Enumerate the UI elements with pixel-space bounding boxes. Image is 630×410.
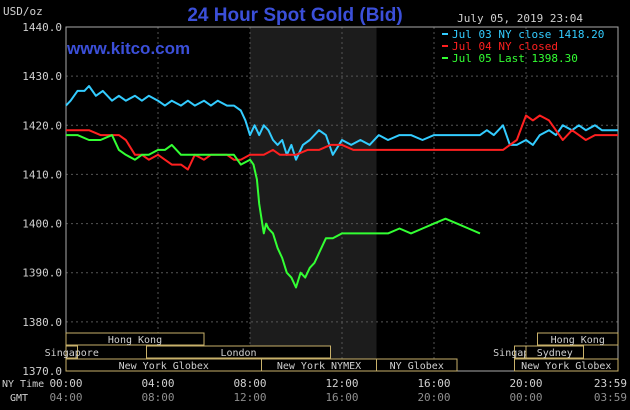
session-label-3: New York Globex [119, 361, 209, 372]
nymex-session-shade [250, 27, 377, 371]
session-bar-2 [146, 345, 331, 359]
y-tick-label-2: 1420.0 [22, 119, 62, 132]
series-line-1 [66, 114, 618, 171]
session-bar-0 [65, 332, 205, 346]
x-tick-gmt-3: 16:00 [325, 391, 358, 404]
legend-jul04: Jul 04 NY closed [452, 40, 558, 53]
x-tick-ny-1: 04:00 [141, 377, 174, 390]
x-tick-ny-0: 00:00 [49, 377, 82, 390]
x-tick-ny-3: 12:00 [325, 377, 358, 390]
x-tick-gmt-2: 12:00 [233, 391, 266, 404]
y-tick-label-4: 1400.0 [22, 218, 62, 231]
x-tick-ny-4: 16:00 [417, 377, 450, 390]
x-tick-ny-6: 23:59 [594, 377, 627, 390]
x-axis-labels: 00:0004:0004:0008:0008:0012:0012:0016:00… [49, 377, 627, 404]
y-tick-label-0: 1440.0 [22, 21, 62, 34]
y-tick-label-5: 1390.0 [22, 267, 62, 280]
session-label-1: Singapore [45, 348, 99, 359]
x-tick-gmt-4: 20:00 [417, 391, 450, 404]
y-axis-labels: 1440.0 1430.0 1420.0 1410.0 1400.0 1390.0 1380… [22, 21, 62, 378]
y-tick-label-6: 1380.0 [22, 316, 62, 329]
legend-jul05: Jul 05 Last 1398.30 [452, 52, 578, 65]
x-tick-gmt-6: 03:59 [594, 391, 627, 404]
session-label-4: New York NYMEX [277, 361, 361, 372]
legend-marker-jul05 [442, 57, 448, 59]
session-label-5: NY Globex [390, 361, 444, 372]
legend-marker-jul04 [442, 45, 448, 47]
site-label[interactable]: www.kitco.com [66, 39, 190, 58]
x-axis-label-gmt: GMT [10, 393, 28, 404]
chart-title: 24 Hour Spot Gold (Bid) [187, 5, 402, 26]
x-tick-gmt-0: 04:00 [49, 391, 82, 404]
timestamp: July 05, 2019 23:04 [457, 12, 583, 25]
x-axis-label-nytime: NY Time [2, 379, 44, 390]
session-label-8: Sydney [537, 348, 573, 359]
legend: Jul 03 NY close 1418.20 Jul 04 NY closed… [442, 28, 604, 65]
y-tick-label-7: 1370.0 [22, 365, 62, 378]
session-bars: Hong Kong Singapore London New York Globex N… [45, 332, 619, 372]
legend-marker-jul03 [442, 33, 448, 35]
session-bar-6 [537, 332, 619, 346]
x-tick-gmt-1: 08:00 [141, 391, 174, 404]
session-label-0: Hong Kong [108, 335, 162, 346]
session-label-6: Hong Kong [551, 335, 605, 346]
session-label-7: Singapore [493, 348, 547, 359]
x-tick-ny-2: 08:00 [233, 377, 266, 390]
unit-label: USD/oz [3, 5, 43, 18]
session-bar-9 [514, 358, 619, 372]
session-label-9: New York Globex [521, 361, 611, 372]
series-lines [65, 85, 618, 289]
x-tick-ny-5: 20:00 [509, 377, 542, 390]
session-bar-5 [376, 358, 458, 372]
session-bar-1 [65, 345, 78, 359]
y-tick-label-3: 1410.0 [22, 168, 62, 181]
x-tick-gmt-5: 00:00 [509, 391, 542, 404]
series-line-2 [66, 134, 481, 289]
session-bar-8 [525, 345, 584, 359]
legend-jul03: Jul 03 NY close 1418.20 [452, 28, 604, 41]
y-tick-label-1: 1430.0 [22, 70, 62, 83]
session-label-2: London [220, 348, 256, 359]
